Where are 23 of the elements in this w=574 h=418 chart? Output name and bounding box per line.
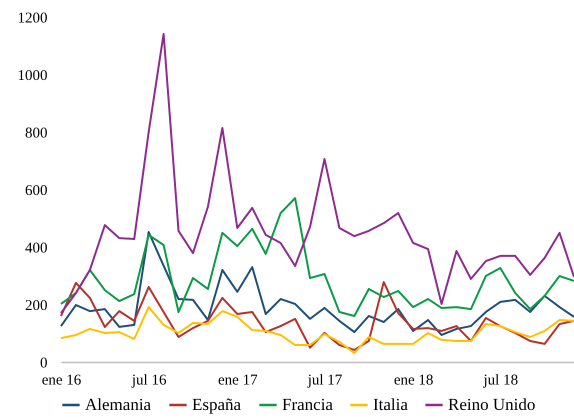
x-tick-label: ene 17 [218,372,258,388]
legend-label: Alemania [85,395,152,414]
x-tick-label: ene 16 [42,372,82,388]
y-tick-label: 400 [25,240,48,256]
y-tick-label: 1200 [18,10,48,26]
legend-label: España [192,395,242,414]
y-tick-label: 1000 [18,68,48,84]
x-tick-label: ene 18 [394,372,434,388]
line-series [60,32,574,314]
line-series [60,306,574,354]
y-tick-label: 0 [40,356,48,372]
x-tick-label: jul 17 [306,372,343,388]
x-tick-label: jul 16 [130,372,167,388]
legend-label: Reino Unido [448,395,536,414]
y-tick-label: 200 [25,298,48,314]
line-series [60,197,574,317]
legend-label: Francia [282,395,334,414]
x-tick-label: jul 18 [482,372,518,388]
y-tick-label: 600 [25,183,48,199]
line-series [60,231,574,336]
legend-label: Italia [373,395,408,414]
y-tick-label: 800 [25,126,48,142]
line-series [60,281,574,351]
